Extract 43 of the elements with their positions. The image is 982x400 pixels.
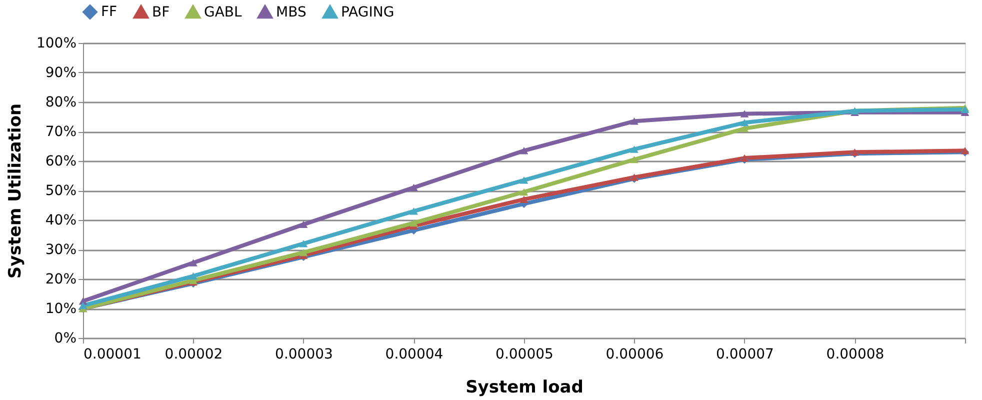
point [630,118,638,125]
point [740,119,749,126]
point [189,259,198,266]
legend-label: PAGING [341,4,394,20]
y-tick-label: 60% [45,154,76,170]
y-tick-label: 50% [45,183,76,199]
point [299,220,308,228]
x-tick-label: 0.00006 [606,346,664,362]
point [410,219,418,227]
x-tick-label: 0.00003 [275,346,333,362]
y-tick-label: 40% [45,212,76,228]
legend-label: BF [152,4,170,20]
point [520,188,528,196]
legend-label: MBS [276,4,306,20]
point [630,146,638,153]
point [189,272,198,280]
y-tick-label: 20% [45,272,76,288]
point [410,184,418,192]
point [740,110,749,118]
x-tick-label: 0.00001 [84,346,142,362]
point [520,147,528,154]
point [410,208,418,215]
x-axis-title: System load [466,378,584,398]
y-tick-label: 80% [45,94,76,110]
point [299,248,308,256]
x-tick-label: 0.00008 [826,346,884,362]
x-tick-label: 0.00005 [496,346,554,362]
point [299,240,308,248]
y-tick-label: 30% [45,242,76,258]
legend-label: FF [101,4,118,20]
x-tick-label: 0.00002 [164,346,223,362]
point [520,196,528,203]
legend-label: GABL [204,4,242,20]
y-tick-label: 90% [45,65,76,81]
y-axis-title: System Utilization [5,103,26,279]
point [630,156,638,164]
y-tick-label: 10% [45,301,76,317]
y-tick-label: 0% [54,330,76,346]
x-tick-label: 0.00004 [385,346,444,362]
y-tick-label: 100% [36,36,76,52]
x-tick-label: 0.00007 [716,346,774,362]
y-tick-label: 70% [45,124,76,140]
point [520,176,528,184]
